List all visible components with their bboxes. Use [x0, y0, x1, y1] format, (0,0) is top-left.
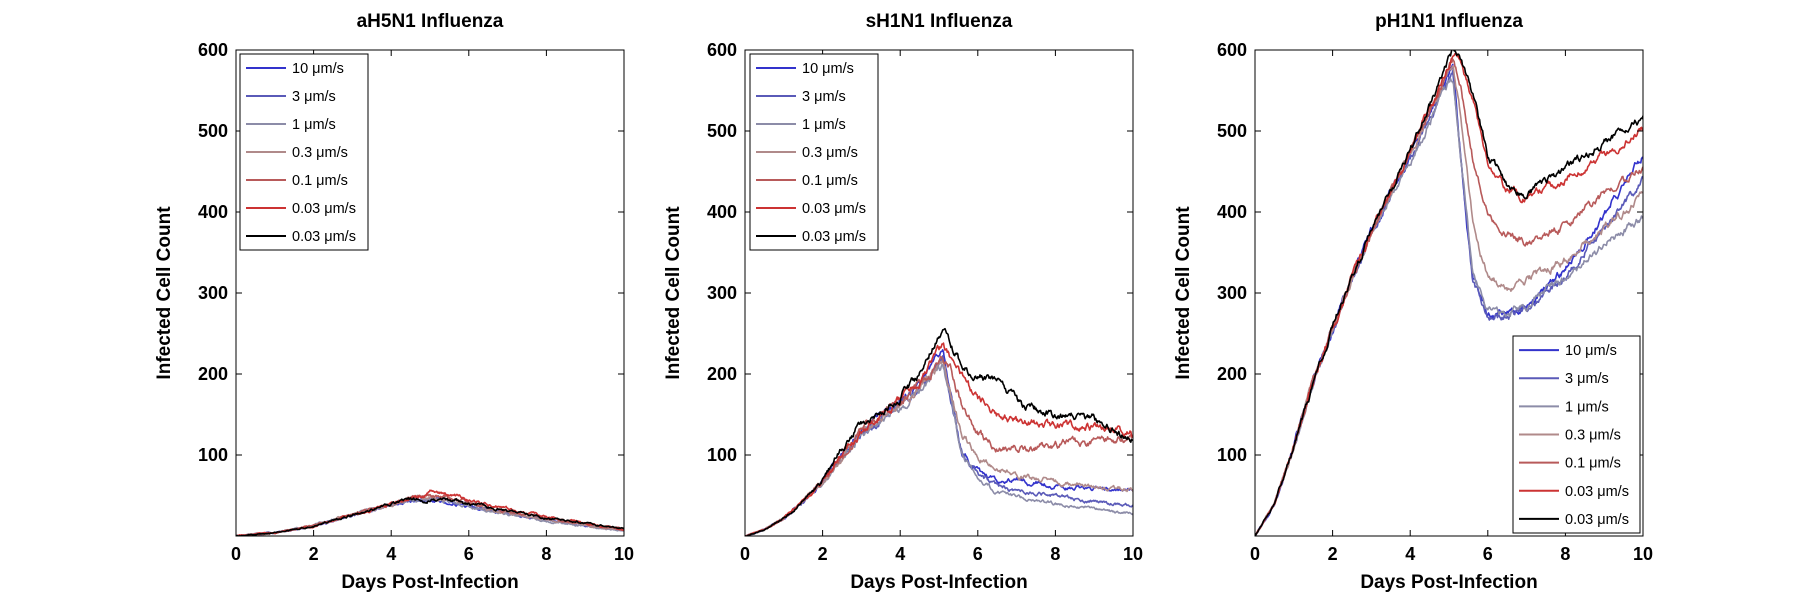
- x-tick-label: 2: [309, 544, 319, 564]
- x-tick-label: 4: [386, 544, 396, 564]
- series-line-6: [1255, 52, 1643, 536]
- x-tick-label: 6: [464, 544, 474, 564]
- series-group: [745, 327, 1133, 536]
- legend-label: 0.3 μm/s: [292, 145, 348, 161]
- y-tick-label: 600: [198, 40, 228, 60]
- chart-title: pH1N1 Influenza: [1375, 11, 1523, 32]
- legend-label: 0.03 μm/s: [292, 201, 356, 217]
- legend-label: 3 μm/s: [1565, 371, 1609, 387]
- y-axis-label: Infected Cell Count: [154, 206, 175, 380]
- series-group: [236, 489, 624, 536]
- y-tick-label: 500: [707, 121, 737, 141]
- legend-label: 0.03 μm/s: [802, 201, 866, 217]
- x-tick-label: 4: [1405, 544, 1415, 564]
- y-tick-label: 100: [1217, 445, 1247, 465]
- chart-title: sH1N1 Influenza: [866, 11, 1013, 32]
- x-tick-label: 8: [1560, 544, 1570, 564]
- series-line-7: [1255, 50, 1643, 536]
- y-tick-label: 200: [1217, 364, 1247, 384]
- y-tick-label: 600: [707, 40, 737, 60]
- legend-label: 0.03 μm/s: [802, 229, 866, 245]
- legend: 10 μm/s 3 μm/s 1 μm/s 0.3 μm/s 0.1 μm/s 0.03 …: [239, 53, 369, 251]
- y-tick-label: 100: [198, 445, 228, 465]
- series-line-6: [745, 342, 1133, 536]
- legend-label: 1 μm/s: [802, 117, 846, 133]
- x-tick-label: 6: [973, 544, 983, 564]
- legend-label: 10 μm/s: [1565, 343, 1617, 359]
- x-axis-label: Days Post-Infection: [1360, 572, 1537, 593]
- legend: 10 μm/s 3 μm/s 1 μm/s 0.3 μm/s 0.1 μm/s 0.03 …: [749, 53, 879, 251]
- y-tick-label: 500: [1217, 121, 1247, 141]
- y-tick-label: 400: [198, 202, 228, 222]
- y-tick-label: 200: [707, 364, 737, 384]
- y-tick-label: 500: [198, 121, 228, 141]
- legend-label: 0.3 μm/s: [1565, 428, 1621, 444]
- legend-label: 0.03 μm/s: [1565, 484, 1629, 500]
- legend: 10 μm/s 3 μm/s 1 μm/s 0.3 μm/s 0.1 μm/s 0.03 …: [1512, 335, 1641, 534]
- legend-label: 0.1 μm/s: [292, 173, 348, 189]
- y-axis-label: Infected Cell Count: [663, 206, 684, 380]
- y-axis-label: Infected Cell Count: [1173, 206, 1194, 380]
- y-tick-label: 600: [1217, 40, 1247, 60]
- x-tick-label: 10: [1123, 544, 1143, 564]
- legend-label: 3 μm/s: [802, 89, 846, 105]
- y-tick-label: 300: [198, 283, 228, 303]
- legend-label: 10 μm/s: [292, 61, 344, 77]
- chart-title: aH5N1 Influenza: [357, 11, 504, 32]
- series-line-7: [745, 327, 1133, 536]
- legend-label: 0.1 μm/s: [1565, 456, 1621, 472]
- x-tick-label: 10: [614, 544, 634, 564]
- x-tick-label: 2: [818, 544, 828, 564]
- x-tick-label: 8: [541, 544, 551, 564]
- y-tick-label: 300: [707, 283, 737, 303]
- y-tick-label: 400: [1217, 202, 1247, 222]
- x-tick-label: 0: [1250, 544, 1260, 564]
- chart-panel-1: 0 2 4 6 8 10 100 200 300 400 500 600 aH5N1 Influenza…: [154, 11, 634, 593]
- x-axis-label: Days Post-Infection: [850, 572, 1027, 593]
- x-tick-label: 10: [1633, 544, 1653, 564]
- x-tick-label: 2: [1328, 544, 1338, 564]
- chart-panel-2: 0 2 4 6 8 10 100 200 300 400 500 600 sH1N1 Influenza…: [663, 11, 1143, 593]
- series-group: [1255, 50, 1643, 536]
- legend-box: [239, 53, 369, 251]
- legend-label: 1 μm/s: [292, 117, 336, 133]
- y-tick-label: 400: [707, 202, 737, 222]
- y-tick-label: 300: [1217, 283, 1247, 303]
- x-tick-label: 0: [740, 544, 750, 564]
- x-tick-label: 4: [895, 544, 905, 564]
- y-tick-label: 200: [198, 364, 228, 384]
- chart-panel-3: 0 2 4 6 8 10 100 200 300 400 500 600 pH1N1 Influenza…: [1173, 11, 1653, 593]
- legend-label: 0.3 μm/s: [802, 145, 858, 161]
- legend-label: 0.03 μm/s: [1565, 512, 1629, 528]
- x-tick-label: 6: [1483, 544, 1493, 564]
- legend-label: 1 μm/s: [1565, 399, 1609, 415]
- legend-label: 3 μm/s: [292, 89, 336, 105]
- series-line-7: [236, 496, 624, 536]
- x-axis-label: Days Post-Infection: [341, 572, 518, 593]
- x-tick-label: 0: [231, 544, 241, 564]
- x-tick-label: 8: [1050, 544, 1060, 564]
- legend-label: 10 μm/s: [802, 61, 854, 77]
- legend-label: 0.03 μm/s: [292, 229, 356, 245]
- legend-label: 0.1 μm/s: [802, 173, 858, 189]
- y-tick-label: 100: [707, 445, 737, 465]
